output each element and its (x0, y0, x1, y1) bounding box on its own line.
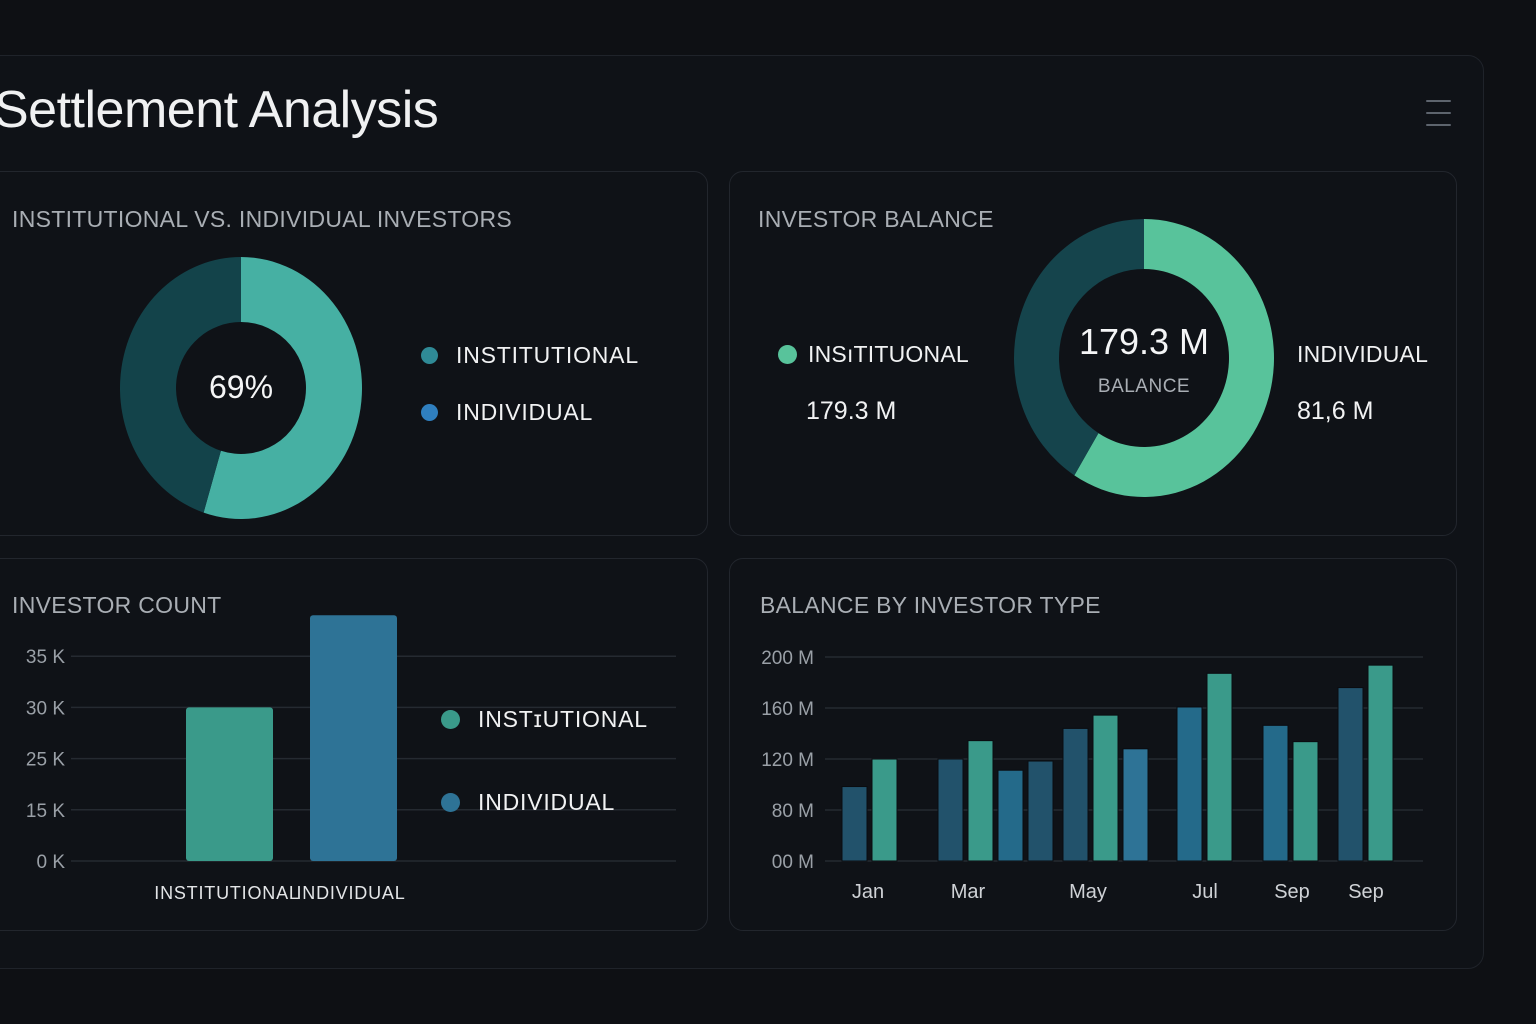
donut-slice-institutional (203, 257, 362, 519)
legend-item-institutional: INSTITUTIONAL (421, 342, 639, 369)
hamburger-menu-icon[interactable] (1423, 98, 1453, 130)
bar-individual (310, 615, 397, 861)
bar-mar-0 (937, 758, 964, 862)
bar-jul-0 (1176, 706, 1203, 862)
page-title: Settlement Analysis (0, 81, 439, 139)
legend-item-institutional: INSıTITUONAL (778, 341, 969, 368)
bar-chart-balance-by-investor-type: 00 M 80 M 120 M 160 M 200 M Jan Mar May Jul Sep Se… (761, 648, 1423, 903)
x-tick-label: INSTITUTIONAL (154, 883, 299, 903)
panel-investor-count: INVESTOR COUNT 0 K 15 K 25 K 30 K 35 K INSTIT… (0, 558, 708, 931)
x-tick-label: Jan (852, 881, 884, 903)
donut-center-value: 69% (209, 369, 273, 405)
donut-slice-individual (1014, 219, 1144, 476)
donut-slice-institutional (1074, 219, 1274, 497)
y-tick-label: 120 M (761, 750, 814, 771)
bar-chart-investor-count: 0 K15 K25 K30 K35 KINSTITUTIONALINDIVIDU… (26, 615, 676, 903)
y-tick-label: 160 M (761, 699, 814, 720)
legend-item-institutional: INSTɪUTIONAL (441, 706, 648, 733)
bar-sep-1 (1292, 741, 1319, 862)
bar-jan-0 (841, 786, 868, 862)
bar-jul-1 (1206, 672, 1233, 862)
bar-mar-2 (997, 769, 1024, 862)
y-tick-label: 200 M (761, 648, 814, 669)
panel-investor-balance: INVESTOR BALANCE INSıTITUONAL 179.3 M 17… (729, 171, 1457, 536)
y-tick-label: 15 K (26, 801, 65, 822)
bar-may-1 (1092, 714, 1119, 862)
donut-slice-individual (119, 257, 241, 513)
bar-may-0 (1062, 727, 1089, 862)
legend-dot (421, 404, 438, 421)
institutional-balance-value: 179.3 M (806, 397, 897, 425)
bar-sep-0 (1262, 724, 1289, 862)
y-tick-label: 30 K (26, 698, 65, 719)
legend-item-individual: INDIVIDUAL (1297, 341, 1429, 367)
bar-sep-0 (1337, 687, 1364, 862)
y-tick-label: 35 K (26, 647, 65, 668)
donut-center-label: BALANCE (1098, 376, 1190, 397)
x-tick-label: Mar (951, 881, 986, 903)
y-tick-label: 25 K (26, 750, 65, 771)
y-tick-label: 80 M (772, 801, 814, 822)
legend-dot (441, 793, 460, 812)
bar-institutional (186, 707, 273, 861)
x-tick-label: May (1069, 881, 1107, 903)
legend-dot (778, 345, 797, 364)
panel-title: BALANCE BY INVESTOR TYPE (760, 592, 1101, 618)
panel-title: INVESTOR BALANCE (758, 206, 994, 232)
y-tick-label: 0 K (36, 852, 65, 873)
y-tick-label: 00 M (772, 852, 814, 873)
legend-item-individual: INDIVIDUAL (441, 789, 615, 816)
individual-balance-value: 81,6 M (1297, 397, 1374, 425)
x-tick-label: Sep (1274, 881, 1310, 903)
x-tick-label: Sep (1348, 881, 1384, 903)
bar-may-2 (1122, 748, 1149, 862)
bar-mar-1 (967, 740, 994, 862)
bar-mar-3 (1027, 760, 1054, 862)
legend-dot (421, 347, 438, 364)
legend-item-individual: INDIVIDUAL (421, 399, 593, 426)
donut-center-value: 179.3 M (1079, 321, 1209, 362)
donut-chart-institutional-vs-individual: 69% (119, 257, 362, 519)
panel-title: INVESTOR COUNT (12, 592, 222, 618)
x-tick-label: Jul (1192, 881, 1218, 903)
legend-dot (441, 710, 460, 729)
panel-title: INSTITUTIONAL VS. INDIVIDUAL INVESTORS (12, 206, 513, 232)
bar-sep-1 (1367, 664, 1394, 862)
donut-chart-investor-balance: 179.3 M BALANCE (1014, 219, 1274, 497)
panel-balance-by-investor-type: BALANCE BY INVESTOR TYPE 00 M 80 M 120 M 16… (729, 558, 1457, 931)
bar-jan-1 (871, 758, 898, 862)
panel-institutional-vs-individual: INSTITUTIONAL VS. INDIVIDUAL INVESTORS 6… (0, 171, 708, 536)
x-tick-label: INDIVIDUAL (296, 883, 405, 903)
